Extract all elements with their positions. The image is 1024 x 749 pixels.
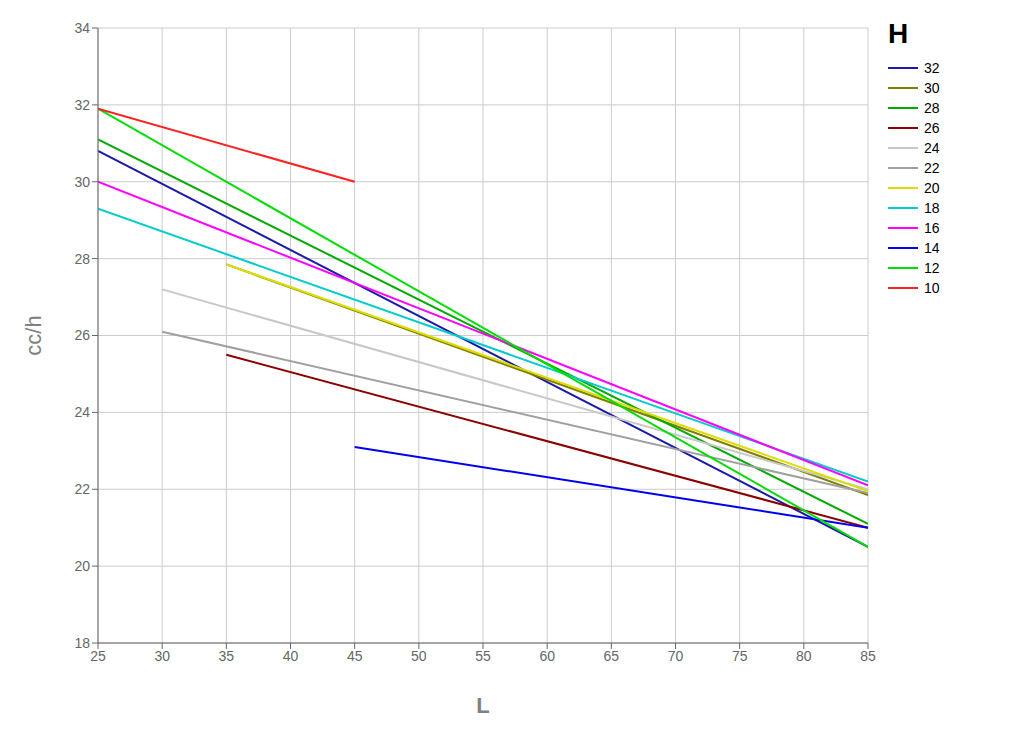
svg-text:22: 22 — [74, 481, 90, 497]
html-text:24: 24 — [924, 140, 940, 156]
svg-text:32: 32 — [74, 97, 90, 113]
svg-text:75: 75 — [732, 648, 748, 664]
html-text:18: 18 — [924, 200, 940, 216]
svg-text:85: 85 — [860, 648, 876, 664]
svg-text:70: 70 — [668, 648, 684, 664]
html-text:14: 14 — [924, 240, 940, 256]
svg-text:45: 45 — [347, 648, 363, 664]
svg-text:80: 80 — [796, 648, 812, 664]
html-text:10: 10 — [924, 280, 940, 296]
svg-text:26: 26 — [74, 327, 90, 343]
html-text:22: 22 — [924, 160, 940, 176]
svg-text:28: 28 — [74, 251, 90, 267]
html-text:32: 32 — [924, 60, 940, 76]
svg-text:24: 24 — [74, 404, 90, 420]
html-text:30: 30 — [924, 80, 940, 96]
svg-text:cc/h: cc/h — [21, 315, 46, 355]
html-text:28: 28 — [924, 100, 940, 116]
svg-text:30: 30 — [154, 648, 170, 664]
svg-text:L: L — [476, 693, 489, 718]
html-text:26: 26 — [924, 120, 940, 136]
svg-text:30: 30 — [74, 174, 90, 190]
svg-text:50: 50 — [411, 648, 427, 664]
svg-text:35: 35 — [219, 648, 235, 664]
svg-text:25: 25 — [90, 648, 106, 664]
svg-text:20: 20 — [74, 558, 90, 574]
html-text:20: 20 — [924, 180, 940, 196]
html-text:H: H — [888, 18, 909, 49]
svg-text:60: 60 — [539, 648, 555, 664]
svg-text:34: 34 — [74, 20, 90, 36]
svg-text:65: 65 — [604, 648, 620, 664]
html-text:12: 12 — [924, 260, 940, 276]
svg-text:18: 18 — [74, 635, 90, 651]
svg-text:55: 55 — [475, 648, 491, 664]
html-text:16: 16 — [924, 220, 940, 236]
svg-text:40: 40 — [283, 648, 299, 664]
